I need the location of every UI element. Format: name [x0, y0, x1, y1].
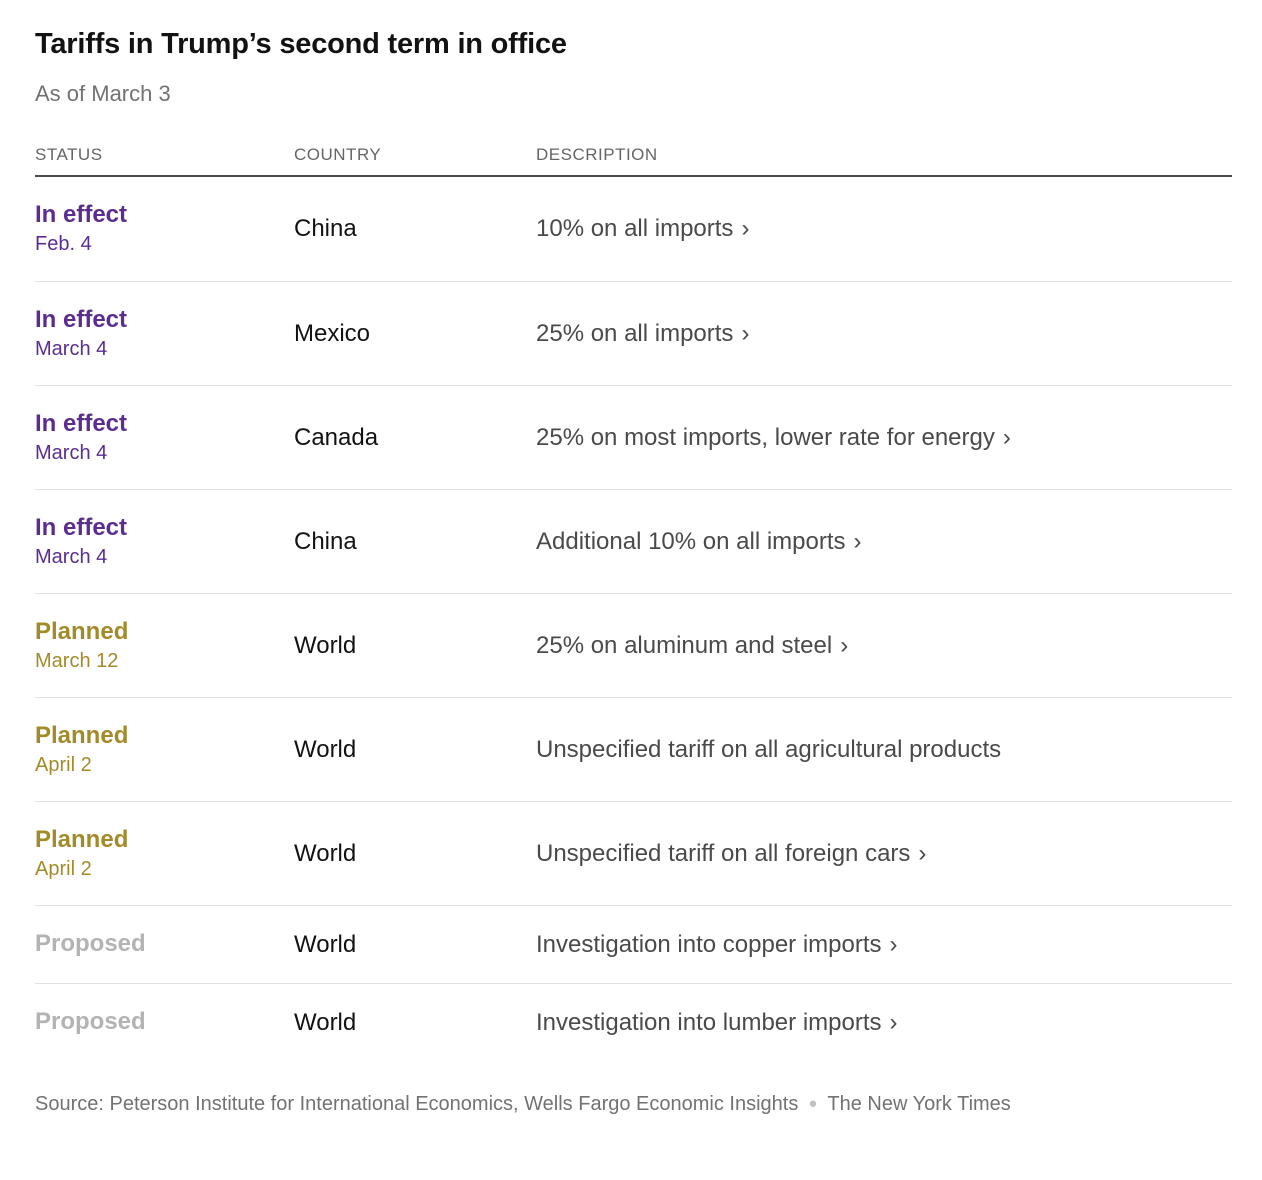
- description-text: Unspecified tariff on all agricultural p…: [536, 735, 1002, 763]
- description-text: Investigation into copper imports: [536, 930, 882, 958]
- status-cell: Planned March 12: [35, 618, 294, 674]
- status-cell: In effect March 4: [35, 306, 294, 362]
- status-date: April 2: [35, 857, 92, 880]
- description-text: Unspecified tariff on all foreign cars: [536, 839, 911, 867]
- status-cell: Proposed: [35, 930, 294, 959]
- description-text: Investigation into lumber imports: [536, 1008, 882, 1036]
- description-text: Additional 10% on all imports: [536, 527, 846, 555]
- status-label: Planned: [35, 825, 129, 853]
- description-text: 25% on all imports: [536, 319, 734, 347]
- separator-dot-icon: ●: [808, 1095, 818, 1113]
- source-note: Source: Peterson Institute for Internati…: [35, 1085, 1185, 1123]
- status-date: March 12: [35, 649, 119, 672]
- tariffs-table: STATUS COUNTRY DESCRIPTION In effect Feb…: [35, 145, 1232, 1061]
- table-row: In effect March 4 Mexico 25% on all impo…: [35, 281, 1232, 385]
- status-cell: Proposed: [35, 1008, 294, 1037]
- chevron-right-icon: ›: [853, 527, 862, 555]
- status-cell: Planned April 2: [35, 722, 294, 778]
- page-title: Tariffs in Trump’s second term in office: [35, 28, 567, 60]
- status-cell: In effect Feb. 4: [35, 201, 294, 257]
- country-cell: World: [294, 930, 357, 958]
- status-date: March 4: [35, 545, 108, 568]
- tariffs-table-graphic: Tariffs in Trump’s second term in office…: [35, 28, 1232, 1123]
- description-link[interactable]: Unspecified tariff on all foreign cars ›: [536, 840, 1232, 868]
- table-row: Planned April 2 World Unspecified tariff…: [35, 801, 1232, 905]
- description-link[interactable]: Additional 10% on all imports ›: [536, 528, 1232, 556]
- description-link[interactable]: 25% on all imports ›: [536, 320, 1232, 348]
- status-cell: In effect March 4: [35, 410, 294, 466]
- description-text: 25% on most imports, lower rate for ener…: [536, 423, 995, 451]
- table-row: Proposed World Investigation into copper…: [35, 905, 1232, 983]
- chevron-right-icon: ›: [889, 930, 898, 958]
- description-link[interactable]: 25% on aluminum and steel ›: [536, 632, 1232, 660]
- column-header-country: COUNTRY: [294, 145, 382, 165]
- status-label: In effect: [35, 305, 128, 333]
- description-text: 25% on aluminum and steel: [536, 631, 833, 659]
- table-header-row: STATUS COUNTRY DESCRIPTION: [35, 145, 1232, 178]
- country-cell: World: [294, 631, 357, 659]
- country-cell: Mexico: [294, 319, 371, 347]
- status-date: March 4: [35, 441, 108, 464]
- chevron-right-icon: ›: [1002, 423, 1011, 451]
- country-cell: World: [294, 839, 357, 867]
- status-label: In effect: [35, 201, 128, 229]
- status-label: Planned: [35, 617, 129, 645]
- status-cell: In effect March 4: [35, 514, 294, 570]
- status-label: Proposed: [35, 930, 146, 958]
- chevron-right-icon: ›: [889, 1008, 898, 1036]
- status-label: Planned: [35, 721, 129, 749]
- country-cell: World: [294, 735, 357, 763]
- status-label: Proposed: [35, 1008, 146, 1036]
- country-cell: Canada: [294, 423, 379, 451]
- chevron-right-icon: ›: [840, 631, 849, 659]
- page-subtitle: As of March 3: [35, 81, 171, 107]
- status-date: March 4: [35, 337, 108, 360]
- chevron-right-icon: ›: [741, 215, 750, 243]
- table-row: In effect March 4 Canada 25% on most imp…: [35, 385, 1232, 489]
- column-header-status: STATUS: [35, 145, 103, 165]
- table-row: In effect Feb. 4 China 10% on all import…: [35, 177, 1232, 281]
- status-cell: Planned April 2: [35, 826, 294, 882]
- status-date: Feb. 4: [35, 233, 92, 256]
- source-text: Source: Peterson Institute for Internati…: [35, 1093, 799, 1116]
- description-text: 10% on all imports: [536, 215, 734, 243]
- table-row: Proposed World Investigation into lumber…: [35, 983, 1232, 1061]
- country-cell: China: [294, 215, 357, 243]
- status-label: In effect: [35, 513, 128, 541]
- credit-text: The New York Times: [827, 1093, 1011, 1116]
- table-row: Planned March 12 World 25% on aluminum a…: [35, 593, 1232, 697]
- chevron-right-icon: ›: [741, 319, 750, 347]
- chevron-right-icon: ›: [918, 839, 927, 867]
- description-link[interactable]: Investigation into copper imports ›: [536, 931, 1232, 959]
- table-row: Planned April 2 World Unspecified tariff…: [35, 697, 1232, 801]
- column-header-description: DESCRIPTION: [536, 145, 658, 165]
- status-date: April 2: [35, 753, 92, 776]
- table-row: In effect March 4 China Additional 10% o…: [35, 489, 1232, 593]
- description-link[interactable]: 10% on all imports ›: [536, 215, 1232, 243]
- country-cell: China: [294, 527, 357, 555]
- description-link[interactable]: 25% on most imports, lower rate for ener…: [536, 424, 1232, 452]
- status-label: In effect: [35, 409, 128, 437]
- description-link[interactable]: Investigation into lumber imports ›: [536, 1009, 1232, 1037]
- country-cell: World: [294, 1008, 357, 1036]
